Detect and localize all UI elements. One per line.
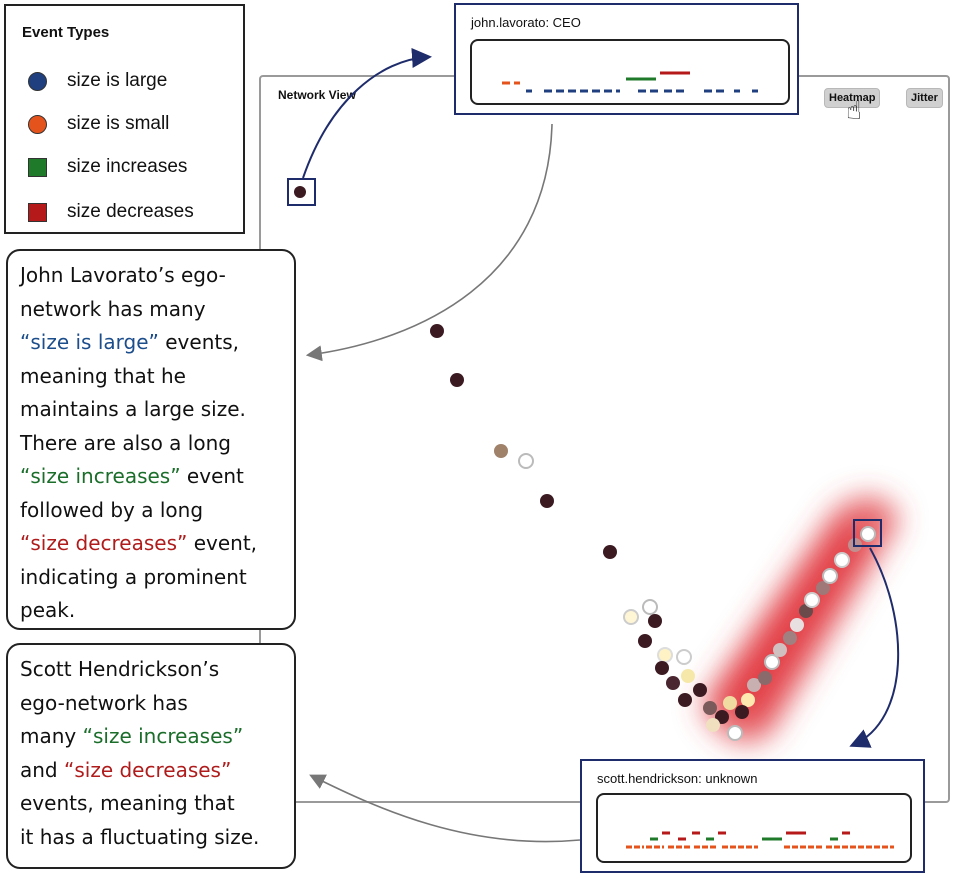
note-line: John Lavorato’s ego- [20,263,226,287]
legend-item: size is large [28,67,167,95]
note-line: peak. [20,598,76,622]
network-node [790,618,804,632]
network-view-title: Network View [278,88,356,102]
legend-item: size increases [28,153,187,181]
note-line: and “size decreases” [20,757,232,782]
network-node [655,661,669,675]
selected-node-box-lavorato [287,178,316,206]
network-view-panel[interactable] [259,75,950,803]
network-nodes [294,186,876,741]
note-highlight-decrease: “size decreases” [20,531,188,555]
annotation-note-lavorato: John Lavorato’s ego- network has many “s… [6,249,296,630]
note-line: meaning that he [20,363,186,388]
network-node [681,669,695,683]
network-node [430,324,444,338]
network-node [715,710,729,724]
network-node [706,718,720,732]
connector-arrow [305,123,553,362]
network-node [834,552,850,568]
event-timeline-marks [502,71,758,93]
note-line: “size increases” event [20,464,244,488]
note-line: maintains a large size. [20,397,246,421]
legend-label: size is small [67,113,170,134]
network-node [518,453,534,469]
annotation-note-hendrickson: Scott Hendrickson’s ego-network has many… [6,643,296,869]
network-node [676,649,692,665]
network-node [723,696,737,710]
network-node [294,186,306,198]
legend-label: size is large [67,70,168,91]
network-node [703,701,717,715]
connector-arrow [309,774,581,843]
pointer-hand-icon: ☝ [846,96,862,126]
heatmap-button[interactable]: Heatmap [824,88,881,108]
network-node [816,581,830,595]
note-highlight-increase: “size increases” [82,724,244,748]
network-node [603,545,617,559]
legend-item: size decreases [28,198,194,226]
legend-label: size decreases [67,201,194,222]
network-node [450,373,464,387]
note-line: it has a fluctuating size. [20,824,260,849]
note-highlight-increase: “size increases” [20,464,181,488]
jitter-button[interactable]: Jitter [906,88,943,108]
network-node [693,683,707,697]
network-node [804,592,820,608]
network-node [494,444,508,458]
note-line: events, meaning that [20,791,235,815]
event-timeline [470,39,790,105]
network-node [657,647,673,663]
ego-network-popup-lavorato[interactable]: john.lavorato: CEO [454,3,799,115]
decrease-square-icon [28,202,47,222]
note-line: “size decreases” event, [20,531,258,555]
network-node [773,643,787,657]
network-node [735,705,749,719]
network-node [747,678,761,692]
small-circle-icon [28,114,47,134]
ego-title: john.lavorato: CEO [471,15,581,30]
large-circle-icon [28,71,47,91]
legend-label: size increases [67,156,188,177]
ego-title: scott.hendrickson: unknown [597,771,758,786]
network-node [783,631,797,645]
network-node [741,693,755,707]
note-highlight-large: “size is large” [20,330,159,354]
note-line: followed by a long [20,497,204,522]
note-line: many “size increases” [20,724,244,748]
note-highlight-decrease: “size decreases” [63,757,232,782]
connector-arrow [302,48,432,179]
increase-square-icon [28,157,47,177]
legend-title: Event Types [22,24,110,41]
note-line: “size is large” events, [20,330,239,354]
legend-item: size is small [28,110,169,138]
network-node [642,599,658,615]
network-node [666,676,680,690]
selected-node-box-hendrickson [853,519,882,547]
network-node [648,614,662,628]
network-node [764,654,780,670]
network-node [540,494,554,508]
note-line: network has many [20,296,206,321]
event-timeline [596,793,912,863]
network-node [758,671,772,685]
note-line: There are also a long [20,430,231,455]
event-timeline-marks [626,831,894,849]
network-node [678,693,692,707]
note-line: ego-network has [20,690,188,715]
network-node [623,609,639,625]
network-node [822,568,838,584]
network-node [638,634,652,648]
network-node [860,526,876,542]
legend: Event Types size is large size is small … [4,4,245,234]
note-line: indicating a prominent [20,564,247,589]
note-line: Scott Hendrickson’s [20,657,220,681]
ego-network-popup-hendrickson[interactable]: scott.hendrickson: unknown [580,759,925,873]
network-node [727,725,743,741]
connector-arrow [849,547,900,748]
